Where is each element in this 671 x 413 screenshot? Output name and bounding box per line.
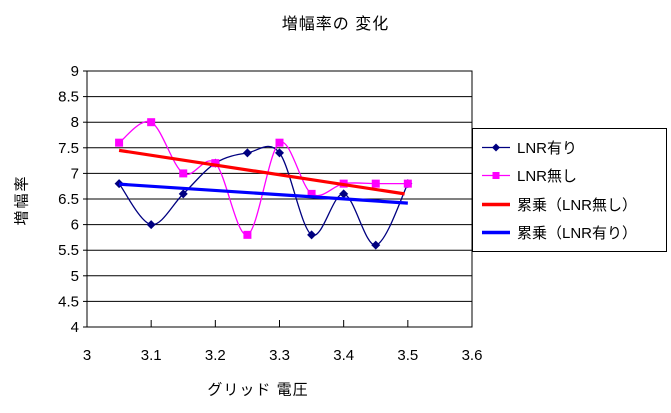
y-tick-label: 4.5 [58, 293, 79, 310]
y-tick-label: 4 [71, 319, 79, 336]
x-tick-label: 3.5 [397, 347, 418, 364]
x-tick-label: 3.1 [141, 347, 162, 364]
legend-label: LNR無し [517, 168, 578, 186]
y-tick-label: 5.5 [58, 242, 79, 259]
series-marker [307, 230, 317, 240]
legend-square-marker [492, 172, 500, 180]
series-marker [275, 138, 284, 147]
y-tick-label: 6 [71, 217, 79, 234]
y-tick-label: 7 [71, 165, 79, 182]
series-line [118, 120, 408, 236]
trendline [118, 182, 408, 205]
series-marker [242, 148, 252, 158]
series-marker [243, 230, 252, 239]
legend-swatch-square-line [482, 172, 510, 180]
legend-item-trend-lnr-nashi: 累乗（LNR無し） [481, 191, 666, 217]
series-marker [178, 189, 188, 199]
series-marker [403, 179, 412, 188]
series-marker [371, 179, 380, 188]
legend-swatch-blue-trendline [482, 231, 510, 235]
x-tick-label: 3.6 [462, 347, 483, 364]
y-tick-label: 9 [71, 63, 79, 80]
chart-legend: LNR有り LNR無し 累乗（LNR無し） 累乗（LNR有り） [472, 128, 667, 252]
legend-item-lnr-nashi: LNR無し [481, 163, 666, 189]
series-marker [275, 148, 284, 158]
legend-swatch-red-trendline [482, 202, 510, 206]
y-tick-label: 8.5 [58, 89, 79, 106]
legend-label: 累乗（LNR有り） [517, 225, 638, 243]
series-marker [147, 118, 156, 127]
x-tick-label: 3.2 [205, 347, 226, 364]
series-marker [115, 138, 124, 147]
x-tick-label: 3.3 [269, 347, 290, 364]
chart-title: 増幅率の 変化 [281, 16, 390, 33]
legend-item-trend-lnr-ari: 累乗（LNR有り） [481, 220, 666, 246]
y-tick-label: 7.5 [58, 140, 79, 157]
x-tick-label: 3.4 [333, 347, 354, 364]
legend-diamond-marker [492, 143, 500, 152]
series-marker [179, 169, 188, 178]
y-tick-label: 6.5 [58, 191, 79, 208]
series-marker [211, 159, 220, 168]
legend-label: LNR有り [517, 139, 578, 157]
x-tick-label: 3 [83, 347, 91, 364]
y-axis-title: 増幅率 [13, 174, 31, 226]
legend-label: 累乗（LNR無し） [517, 196, 638, 214]
x-axis-title: グリッド 電圧 [207, 381, 309, 399]
y-tick-label: 5 [71, 268, 79, 285]
series-marker [146, 220, 156, 230]
series-marker [371, 240, 381, 250]
legend-swatch-diamond-line [482, 143, 510, 152]
series-marker [339, 189, 349, 199]
series-marker [307, 189, 316, 198]
trendline [118, 148, 405, 196]
legend-item-lnr-ari: LNR有り [481, 134, 666, 160]
series-line [118, 145, 409, 246]
y-tick-label: 8 [71, 114, 79, 131]
